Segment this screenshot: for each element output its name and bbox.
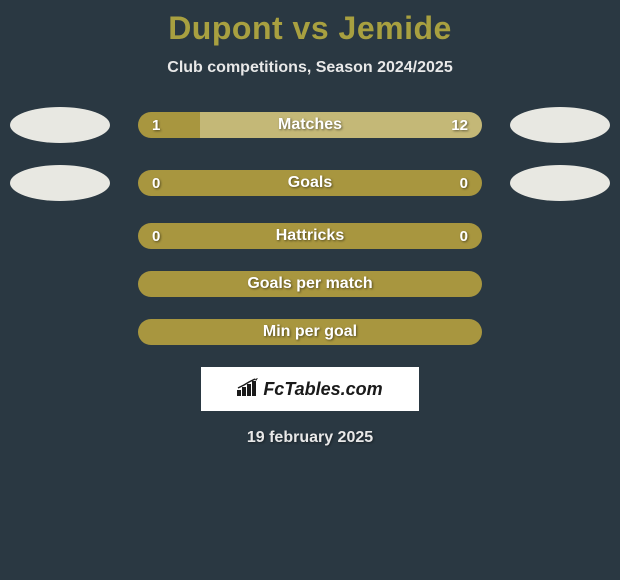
value-right: 12 xyxy=(451,117,468,134)
main-container: Dupont vs Jemide Club competitions, Seas… xyxy=(0,0,620,447)
value-right: 0 xyxy=(460,175,468,192)
stat-row-matches: 1 Matches 12 xyxy=(10,107,610,143)
stat-row-hattricks: 0 Hattricks 0 xyxy=(10,223,610,249)
stat-row-goals: 0 Goals 0 xyxy=(10,165,610,201)
bar-label: Goals per match xyxy=(138,275,482,293)
bar-label: Goals xyxy=(138,174,482,192)
bar-hattricks: 0 Hattricks 0 xyxy=(138,223,482,249)
logo-box[interactable]: FcTables.com xyxy=(201,367,419,411)
bar-min-per-goal: Min per goal xyxy=(138,319,482,345)
bar-matches: 1 Matches 12 xyxy=(138,112,482,138)
bar-goals-per-match: Goals per match xyxy=(138,271,482,297)
stat-row-goals-per-match: Goals per match xyxy=(10,271,610,297)
bar-label: Matches xyxy=(138,116,482,134)
value-right: 0 xyxy=(460,228,468,245)
subtitle: Club competitions, Season 2024/2025 xyxy=(0,59,620,77)
logo-text: FcTables.com xyxy=(263,379,382,400)
chart-icon xyxy=(237,378,259,401)
logo-content: FcTables.com xyxy=(237,378,382,401)
stat-row-min-per-goal: Min per goal xyxy=(10,319,610,345)
player-photo-left xyxy=(10,107,110,143)
player-photo-right xyxy=(510,165,610,201)
player-photo-left xyxy=(10,165,110,201)
bar-label: Hattricks xyxy=(138,227,482,245)
page-title: Dupont vs Jemide xyxy=(0,10,620,47)
player-photo-right xyxy=(510,107,610,143)
date-text: 19 february 2025 xyxy=(0,429,620,447)
bar-label: Min per goal xyxy=(138,323,482,341)
bar-goals: 0 Goals 0 xyxy=(138,170,482,196)
comparison-area: 1 Matches 12 0 Goals 0 0 Hattricks 0 xyxy=(0,107,620,345)
